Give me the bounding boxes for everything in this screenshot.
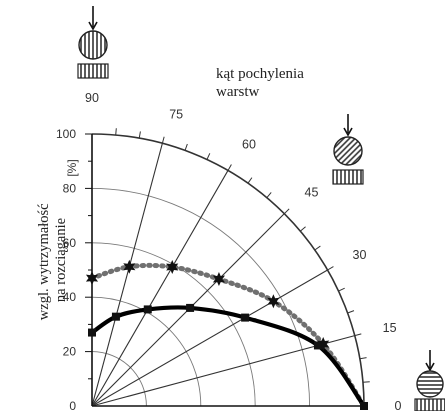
r-tick-label-0: 0	[69, 399, 76, 411]
angle-tick	[354, 333, 362, 337]
angle-tick	[247, 177, 253, 184]
angle-tick	[327, 266, 334, 271]
series-1-marker-75	[123, 259, 136, 274]
angle-rays	[91, 143, 355, 407]
angle-tick	[184, 143, 188, 151]
angle-tick	[266, 192, 272, 198]
radial-tick-labels: 0 20 40 60 80 100	[56, 127, 76, 411]
angle-tick	[300, 226, 306, 232]
end-marker-0deg	[360, 402, 368, 410]
angle-tick	[227, 164, 232, 171]
ray-30	[91, 269, 328, 407]
chart-title-line-1: kąt pochylenia	[216, 66, 304, 82]
svg-text:wzgl. wytrzymałość na ro: wzgl. wytrzymałość na rozciąganie	[36, 200, 69, 320]
angular-ticks	[115, 128, 370, 383]
angle-tick	[347, 310, 355, 314]
series-2-marker-45	[186, 303, 195, 312]
angle-label-45: 45	[305, 186, 319, 200]
angle-tick	[338, 287, 345, 292]
chart-title: kąt pochylenia warstw	[216, 66, 308, 100]
angle-label-30: 30	[353, 248, 367, 262]
stone-specimen-diagonal-layers-icon	[332, 114, 364, 185]
series-1-marker-30	[267, 294, 280, 309]
angle-tick	[161, 136, 165, 144]
series-line-2	[89, 305, 367, 409]
series-1-marker-60	[166, 260, 179, 275]
angle-tick	[138, 131, 141, 139]
y-axis-label-line-2: na rozciąganie	[53, 218, 69, 302]
r-tick-label-20: 20	[63, 345, 77, 359]
angle-labels: 0 15 30 45 60 75 90	[85, 91, 401, 411]
chart-title-line-2: warstw	[216, 84, 259, 100]
r-tick-label-60: 60	[63, 236, 77, 250]
angle-label-15: 15	[383, 321, 397, 335]
y-axis-label: wzgl. wytrzymałość na rozciąganie	[36, 200, 69, 320]
ray-60	[91, 170, 229, 407]
r-tick-label-40: 40	[63, 290, 77, 304]
ray-75	[91, 143, 163, 407]
angle-label-0: 0	[395, 399, 402, 411]
angle-label-75: 75	[169, 107, 183, 121]
axes	[85, 133, 364, 407]
stone-specimen-vertical-layers-icon	[77, 6, 109, 79]
angle-tick	[206, 153, 211, 160]
y-axis-label-line-1: wzgl. wytrzymałość	[36, 203, 52, 320]
angle-tick	[283, 208, 290, 215]
angle-tick	[359, 357, 367, 360]
series-2-marker-75	[111, 312, 120, 321]
data-markers	[85, 259, 368, 410]
series-2-marker-30	[241, 313, 250, 322]
y-unit-label: [%]	[65, 159, 79, 176]
r-tick-label-100: 100	[56, 127, 76, 141]
stone-specimen-horizontal-layers-icon	[414, 350, 445, 411]
angle-label-90: 90	[85, 91, 99, 105]
svg-text:[%]: [%]	[65, 159, 79, 176]
series-1-marker-90	[85, 271, 99, 286]
series-2-marker-15	[313, 341, 322, 350]
angle-label-60: 60	[242, 138, 256, 152]
series-2-marker-60	[143, 305, 152, 314]
ray-15	[91, 335, 355, 407]
series-1-marker-15	[317, 337, 330, 352]
series-1-marker-45	[212, 272, 226, 287]
angle-tick	[362, 381, 370, 383]
series-2-marker-90	[88, 328, 96, 337]
r-tick-label-80: 80	[63, 181, 77, 195]
angle-tick	[314, 245, 321, 251]
angle-tick	[115, 128, 117, 136]
